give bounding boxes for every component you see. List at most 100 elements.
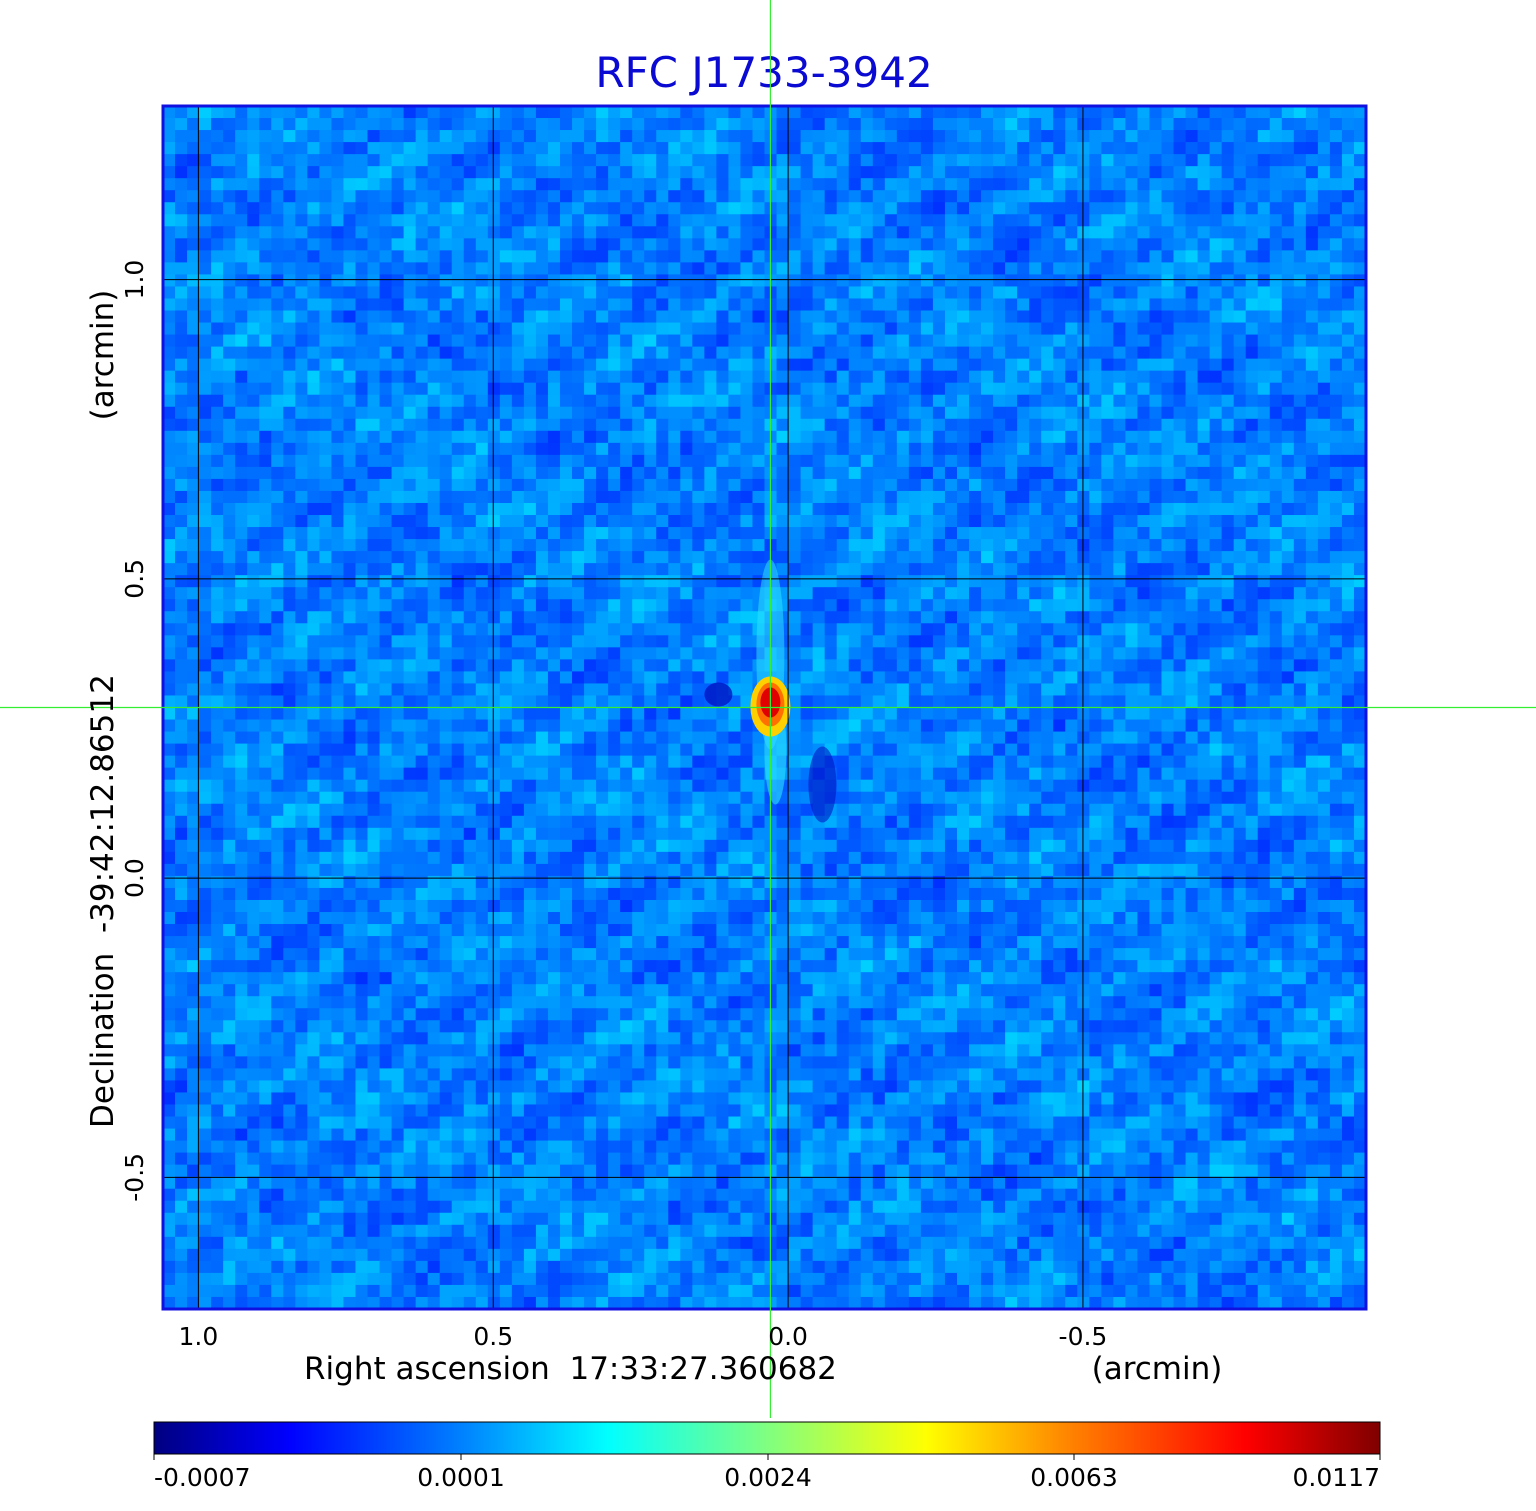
heatmap-pixel [656, 587, 669, 600]
heatmap-pixel [379, 250, 393, 263]
heatmap-pixel [1017, 322, 1030, 336]
heatmap-pixel [1041, 262, 1054, 276]
heatmap-pixel [439, 142, 453, 155]
heatmap-pixel [1125, 502, 1139, 516]
heatmap-pixel [535, 346, 549, 360]
heatmap-pixel [163, 394, 176, 408]
heatmap-pixel [596, 659, 609, 673]
heatmap-pixel [1113, 454, 1126, 468]
heatmap-pixel [487, 599, 501, 612]
heatmap-pixel [499, 166, 513, 179]
heatmap-pixel [499, 214, 513, 227]
heatmap-pixel [1113, 466, 1126, 480]
heatmap-pixel [1113, 214, 1126, 227]
heatmap-pixel [908, 539, 922, 552]
heatmap-pixel [511, 623, 525, 636]
heatmap-pixel [223, 515, 236, 528]
heatmap-pixel [331, 490, 345, 504]
heatmap-pixel [1149, 130, 1163, 143]
heatmap-pixel [1281, 647, 1295, 660]
heatmap-pixel [1245, 178, 1259, 191]
heatmap-pixel [1245, 130, 1259, 143]
heatmap-pixel [704, 166, 717, 179]
heatmap-pixel [1293, 298, 1307, 312]
heatmap-pixel [1029, 635, 1042, 648]
heatmap-pixel [283, 611, 296, 624]
heatmap-pixel [716, 370, 730, 384]
heatmap-pixel [1233, 502, 1247, 516]
heatmap-pixel [1113, 154, 1126, 167]
heatmap-pixel [1137, 286, 1151, 300]
heatmap-pixel [367, 683, 381, 697]
heatmap-pixel [1053, 659, 1066, 673]
heatmap-pixel [1185, 382, 1199, 396]
heatmap-pixel [1257, 418, 1271, 432]
heatmap-pixel [523, 695, 537, 709]
heatmap-pixel [644, 130, 657, 143]
heatmap-pixel [1101, 683, 1114, 697]
heatmap-pixel [944, 635, 958, 648]
heatmap-pixel [463, 346, 477, 360]
heatmap-pixel [932, 274, 946, 288]
heatmap-pixel [487, 178, 501, 191]
heatmap-pixel [1221, 478, 1235, 492]
heatmap-pixel [692, 250, 705, 263]
heatmap-pixel [319, 178, 333, 191]
heatmap-pixel [235, 214, 248, 227]
heatmap-pixel [1017, 118, 1030, 131]
heatmap-pixel [668, 358, 681, 372]
heatmap-pixel [1329, 106, 1343, 119]
heatmap-pixel [620, 238, 633, 251]
heatmap-pixel [1221, 442, 1235, 456]
heatmap-pixel [1017, 166, 1030, 179]
heatmap-pixel [535, 478, 549, 492]
heatmap-pixel [295, 190, 308, 203]
heatmap-pixel [451, 322, 465, 336]
heatmap-pixel [463, 515, 477, 528]
heatmap-pixel [1197, 238, 1211, 251]
heatmap-pixel [259, 274, 272, 288]
heatmap-pixel [944, 154, 958, 167]
heatmap-pixel [608, 527, 621, 540]
heatmap-pixel [343, 310, 357, 324]
heatmap-pixel [283, 406, 296, 420]
heatmap-pixel [427, 370, 441, 384]
heatmap-pixel [872, 599, 886, 612]
heatmap-pixel [1245, 250, 1259, 263]
heatmap-pixel [259, 515, 272, 528]
heatmap-pixel [1305, 358, 1319, 372]
heatmap-pixel [920, 178, 934, 191]
heatmap-pixel [1221, 551, 1235, 564]
heatmap-pixel [1161, 539, 1175, 552]
heatmap-pixel [427, 647, 441, 660]
heatmap-pixel [1281, 142, 1295, 155]
heatmap-pixel [355, 611, 369, 624]
heatmap-pixel [535, 442, 549, 456]
heatmap-pixel [439, 298, 453, 312]
heatmap-pixel [259, 635, 272, 648]
heatmap-pixel [391, 490, 405, 504]
heatmap-pixel [620, 250, 633, 263]
heatmap-pixel [1149, 683, 1163, 697]
heatmap-pixel [463, 166, 477, 179]
heatmap-pixel [608, 635, 621, 648]
heatmap-pixel [716, 142, 730, 155]
heatmap-pixel [511, 142, 525, 155]
heatmap-pixel [499, 430, 513, 444]
heatmap-pixel [908, 502, 922, 516]
heatmap-pixel [1065, 190, 1078, 203]
heatmap-pixel [331, 551, 345, 564]
heatmap-pixel [1125, 563, 1139, 576]
heatmap-pixel [884, 346, 898, 360]
heatmap-pixel [427, 502, 441, 516]
heatmap-pixel [1293, 178, 1307, 191]
heatmap-pixel [932, 382, 946, 396]
heatmap-pixel [331, 262, 345, 276]
heatmap-pixel [932, 370, 946, 384]
heatmap-pixel [620, 214, 633, 227]
heatmap-pixel [367, 394, 381, 408]
heatmap-pixel [343, 683, 357, 697]
heatmap-pixel [1053, 406, 1066, 420]
heatmap-pixel [463, 575, 477, 588]
heatmap-pixel [1293, 611, 1307, 624]
